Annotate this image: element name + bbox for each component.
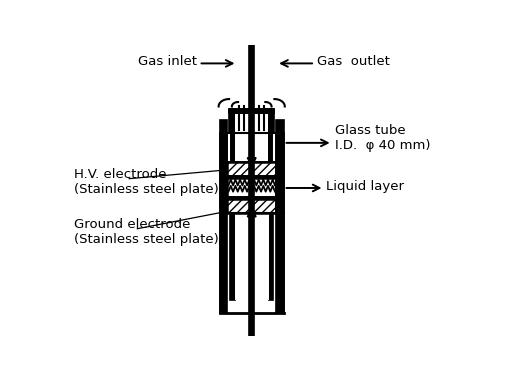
Text: Gas  outlet: Gas outlet — [317, 55, 390, 68]
Bar — [220, 133, 227, 313]
Bar — [236, 114, 268, 133]
Bar — [229, 109, 274, 113]
Bar — [276, 120, 284, 133]
Bar — [229, 109, 274, 133]
Bar — [227, 178, 276, 197]
Text: Ground electrode
(Stainless steel plate): Ground electrode (Stainless steel plate) — [74, 218, 219, 246]
Bar — [227, 133, 276, 313]
Text: Liquid layer: Liquid layer — [326, 180, 404, 193]
Bar — [227, 199, 276, 213]
Text: Glass tube
I.D.  φ 40 mm): Glass tube I.D. φ 40 mm) — [335, 124, 430, 152]
Bar — [231, 133, 236, 222]
Bar — [227, 199, 276, 213]
Bar — [231, 109, 236, 222]
Bar — [268, 133, 272, 222]
Bar — [227, 162, 276, 176]
Text: H.V. electrode
(Stainless steel plate): H.V. electrode (Stainless steel plate) — [74, 167, 219, 195]
Bar — [235, 214, 269, 300]
Bar — [227, 178, 276, 197]
Bar — [227, 162, 276, 176]
Bar — [276, 133, 284, 313]
Bar — [269, 214, 273, 300]
Bar — [236, 133, 268, 162]
Bar — [276, 133, 284, 313]
Bar — [220, 120, 227, 133]
Bar — [230, 214, 235, 300]
Text: Gas inlet: Gas inlet — [138, 55, 197, 68]
Bar — [249, 45, 254, 336]
Bar — [268, 109, 272, 222]
Bar — [227, 213, 276, 313]
Bar — [220, 133, 227, 313]
